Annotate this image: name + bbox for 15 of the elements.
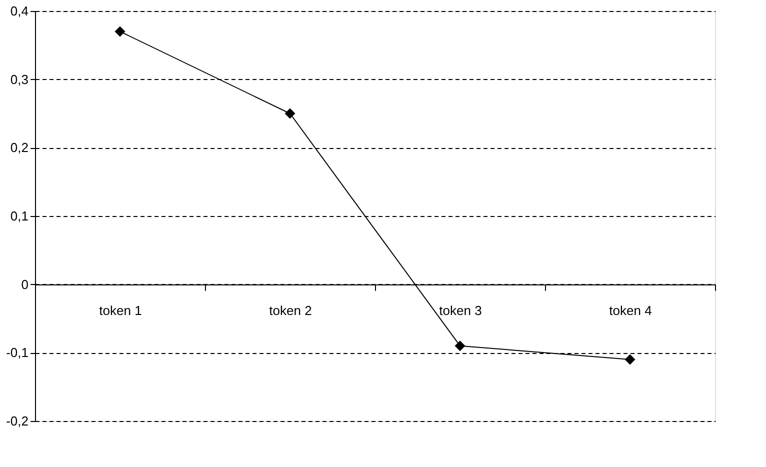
y-tick-label: 0,2 (10, 140, 28, 156)
y-tick-label: 0 (21, 276, 28, 292)
y-tick-label: 0,1 (10, 208, 28, 224)
x-tick-label: token 2 (269, 302, 312, 318)
y-tick-label: 0,4 (10, 4, 28, 18)
point (114, 26, 126, 37)
point (454, 340, 466, 352)
y-tick-label: 0,3 (10, 72, 28, 87)
x-tick-label: token 3 (439, 302, 482, 318)
x-tick-label: token 4 (609, 302, 652, 318)
y-tick-label: -0,1 (6, 345, 28, 360)
x-tick-label: token 1 (99, 302, 142, 318)
point (624, 354, 636, 365)
y-tick-label: -0,2 (6, 414, 28, 428)
point (284, 108, 296, 119)
